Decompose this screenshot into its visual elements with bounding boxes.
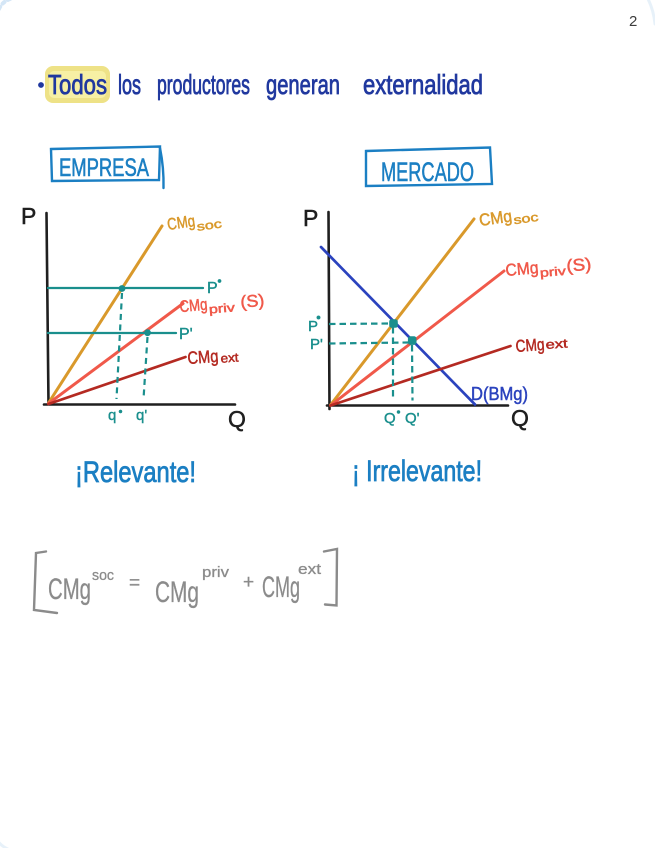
svg-text:generan: generan [266,69,340,100]
svg-text:CMg: CMg [505,258,540,280]
svg-text:EMPRESA: EMPRESA [59,154,149,182]
svg-text:soc: soc [196,217,223,234]
svg-text:P': P' [179,326,193,343]
svg-text:CMg: CMg [262,571,300,604]
svg-text:=: = [129,573,140,594]
svg-text:CMg: CMg [478,207,513,230]
svg-text:ext: ext [545,336,569,352]
svg-text:CMg: CMg [515,335,545,356]
svg-text:Q': Q' [405,410,420,427]
svg-text:CMg: CMg [187,346,219,368]
svg-text:Q: Q [384,410,396,427]
svg-text:priv: priv [208,300,235,316]
svg-text:P: P [303,205,318,231]
svg-text:P: P [21,203,36,229]
svg-text:CMg: CMg [166,212,196,234]
svg-text:P: P [207,280,218,297]
svg-text:MERCADO: MERCADO [381,157,474,187]
svg-text:¡Relevante!: ¡Relevante! [75,456,196,489]
svg-text:¡ Irrelevante!: ¡ Irrelevante! [352,455,482,488]
svg-text:Q: Q [228,406,246,432]
svg-text:q': q' [136,407,147,424]
svg-text:2: 2 [629,13,637,30]
svg-text:+: + [243,572,254,593]
svg-text:productores: productores [157,69,250,100]
svg-text:priv: priv [539,264,566,280]
svg-text:los: los [118,69,141,100]
svg-text:(S): (S) [566,255,593,276]
svg-text:CMg: CMg [155,576,199,609]
svg-text:ext: ext [220,350,239,365]
svg-text:CMg: CMg [179,296,208,316]
svg-text:CMg: CMg [48,573,91,606]
svg-text:ext: ext [298,561,322,578]
svg-text:Q: Q [511,405,529,431]
svg-text:priv: priv [202,564,230,581]
svg-text:(S): (S) [240,291,266,312]
svg-text:P': P' [310,336,323,353]
svg-text:q: q [108,407,116,424]
svg-text:soc: soc [92,567,114,584]
svg-text:D(BMg): D(BMg) [471,384,528,404]
svg-text:P: P [308,318,318,335]
svg-text:Todos: Todos [48,69,107,100]
svg-text:soc: soc [513,210,540,227]
svg-text:externalidad: externalidad [363,69,483,100]
